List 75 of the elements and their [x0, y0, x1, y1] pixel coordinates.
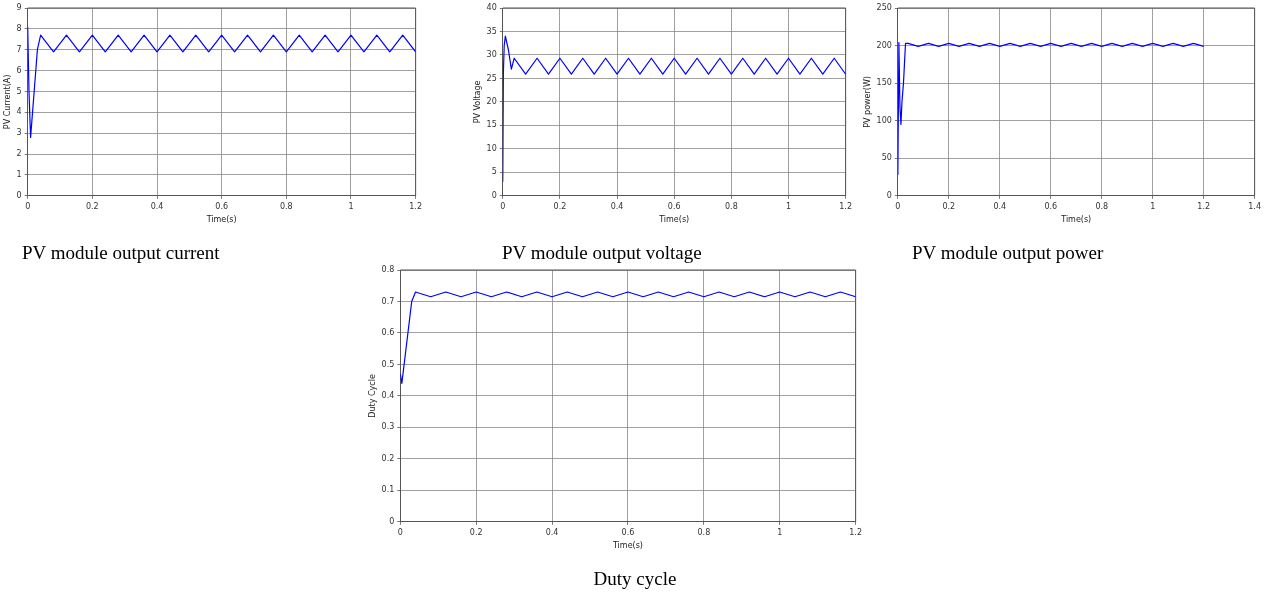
x-axis-title: Time(s) [658, 215, 690, 225]
y-tick-label: 0 [389, 516, 395, 526]
x-tick-label: 0.4 [993, 201, 1007, 211]
y-tick-label: 4 [16, 107, 22, 117]
text: Duty cycle [592, 568, 678, 590]
x-tick-label: 0.6 [1044, 201, 1058, 211]
y-axis-title: PV Voltage [472, 80, 482, 124]
x-tick-label: 1.2 [849, 527, 863, 537]
x-tick-label: 0.4 [610, 201, 624, 211]
x-tick-label: 0 [397, 527, 403, 537]
y-tick-label: 8 [16, 23, 22, 33]
y-tick-label: 5 [16, 86, 22, 96]
y-axis-title: Duty Cycle [367, 374, 377, 418]
x-tick-label: 0.2 [553, 201, 567, 211]
y-tick-label: 7 [16, 44, 22, 54]
y-tick-label: 0.2 [381, 453, 395, 463]
y-tick-label: 100 [876, 115, 892, 125]
x-tick-label: 0 [500, 201, 506, 211]
x-tick-label: 0.2 [469, 527, 483, 537]
y-tick-label: 0 [16, 190, 22, 200]
y-tick-label: 50 [881, 153, 892, 163]
y-tick-label: 2 [16, 149, 22, 159]
y-tick-label: 0 [491, 190, 497, 200]
y-tick-label: 10 [486, 143, 497, 153]
x-tick-label: 0.8 [697, 527, 711, 537]
y-tick-label: 9 [16, 3, 22, 13]
x-tick-label: 1 [777, 527, 783, 537]
x-tick-label: 0.8 [724, 201, 738, 211]
y-tick-label: 30 [486, 50, 497, 60]
y-tick-label: 250 [876, 3, 892, 13]
x-tick-label: 1.4 [1248, 201, 1262, 211]
y-tick-label: 0.5 [381, 359, 395, 369]
x-tick-label: 1 [1150, 201, 1156, 211]
y-axis-title: PV Current(A) [2, 74, 12, 130]
x-axis-title: Time(s) [611, 541, 643, 551]
x-tick-label: 0.2 [942, 201, 956, 211]
x-tick-label: 0.6 [215, 201, 229, 211]
x-tick-label: 1 [785, 201, 792, 211]
x-tick-label: 0.6 [667, 201, 681, 211]
x-tick-label: 0.6 [621, 527, 635, 537]
y-tick-label: 0 [886, 190, 892, 200]
x-axis-title: Time(s) [205, 215, 237, 225]
x-tick-label: 0.4 [545, 527, 559, 537]
y-tick-label: 3 [16, 128, 22, 138]
y-tick-label: 20 [486, 96, 497, 106]
y-tick-label: 0.8 [381, 265, 395, 275]
y-tick-label: 0.3 [381, 422, 395, 432]
y-tick-label: 25 [486, 73, 497, 83]
y-tick-label: 5 [491, 167, 497, 177]
x-tick-label: 0 [25, 201, 31, 211]
y-axis-title: PV power(W) [862, 76, 872, 128]
y-tick-label: 0.1 [381, 485, 395, 495]
y-tick-label: 6 [16, 65, 22, 75]
x-tick-label: 1.2 [1197, 201, 1211, 211]
y-tick-label: 150 [876, 78, 892, 88]
x-tick-label: 0.4 [150, 201, 164, 211]
y-tick-label: 15 [486, 120, 497, 130]
x-tick-label: 0 [895, 201, 901, 211]
y-tick-label: 0.7 [381, 296, 395, 306]
y-tick-label: 35 [486, 26, 497, 36]
y-tick-label: 1 [16, 170, 22, 180]
x-tick-label: 0.8 [279, 201, 293, 211]
x-tick-label: 1.2 [839, 201, 853, 211]
y-tick-label: 40 [486, 3, 497, 13]
x-tick-label: 0.2 [85, 201, 99, 211]
x-tick-label: 1.2 [409, 201, 423, 211]
x-axis-title: Time(s) [1060, 215, 1092, 225]
y-tick-label: 200 [876, 40, 892, 50]
text: PV module output current [22, 242, 220, 264]
y-tick-label: 0.4 [381, 390, 395, 400]
text: PV module output voltage [502, 242, 702, 264]
y-tick-label: 0.6 [381, 328, 395, 338]
text: PV module output power [912, 242, 1104, 264]
x-tick-label: 1 [348, 201, 354, 211]
x-tick-label: 0.8 [1095, 201, 1109, 211]
